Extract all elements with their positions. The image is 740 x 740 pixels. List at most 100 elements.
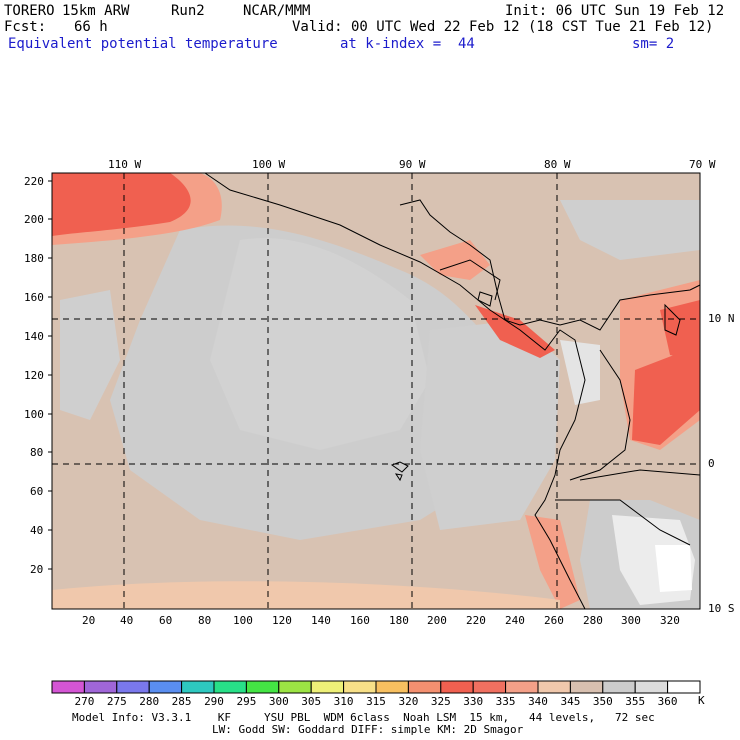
- x-grid-label: 160: [350, 614, 370, 627]
- forecast-hour: 66 h: [74, 19, 108, 35]
- resolution-label: 15km ARW: [62, 3, 130, 19]
- field-355-west: [60, 290, 120, 420]
- map-frame: [51, 172, 701, 610]
- colorbar-swatch: [634, 680, 669, 694]
- border-brazil: [579, 469, 701, 481]
- x-grid-label: 80: [198, 614, 212, 627]
- colorbar-swatch: [407, 680, 442, 694]
- colorbar-swatch: [602, 680, 636, 694]
- y-grid-label: 180: [24, 252, 44, 265]
- field-330-maracaibo: [660, 300, 700, 360]
- colorbar-label: 300: [268, 695, 289, 708]
- lat-label-10n: 10 N: [708, 312, 735, 325]
- field-340-peru: [525, 515, 580, 609]
- colorbar-label: 335: [495, 695, 516, 708]
- x-grid-label: 100: [233, 614, 253, 627]
- colorbar-swatch: [505, 680, 539, 694]
- graticule: [52, 173, 700, 609]
- field-360-colombia: [560, 340, 600, 405]
- field-355-core: [210, 238, 430, 450]
- colorbar-swatch: [667, 680, 701, 694]
- axis-ticks: [48, 180, 52, 570]
- colorbar-label: 290: [204, 695, 224, 708]
- x-grid-label: 280: [583, 614, 603, 627]
- field-355-east: [420, 320, 560, 530]
- x-grid-label: 220: [466, 614, 486, 627]
- org-label: NCAR/MMM: [243, 3, 311, 19]
- lon-label-70w: 70 W: [689, 158, 716, 171]
- colorbar-label: 285: [171, 695, 192, 708]
- model-name: TORERO: [4, 3, 55, 19]
- coastlines: [204, 172, 701, 610]
- caribbean-coast: [399, 199, 701, 331]
- y-grid-label: 200: [24, 213, 44, 226]
- colorbar-label: 270: [74, 695, 95, 708]
- init-time: Init: 06 UTC Sun 19 Feb 12: [505, 3, 725, 19]
- x-grid-label: 200: [427, 614, 447, 627]
- x-grid-label: 180: [389, 614, 409, 627]
- y-grid-label: 220: [24, 175, 44, 188]
- colorbar-swatch: [148, 680, 183, 694]
- lake-maracaibo: [664, 303, 681, 336]
- colorbar-label: 275: [106, 695, 127, 708]
- colorbar-label: 360: [657, 695, 678, 708]
- lon-label-80w: 80 W: [544, 158, 571, 171]
- colorbar-swatch: [537, 680, 571, 694]
- colorbar-swatch: [181, 680, 215, 694]
- colorbar-swatch: [375, 680, 409, 694]
- border-colombia: [569, 349, 631, 481]
- colorbar-swatch: [310, 680, 345, 694]
- model-info-line: Model Info: V3.3.1 KF YSU PBL WDM 6class…: [72, 711, 655, 724]
- colorbar-label: 330: [463, 695, 484, 708]
- colorbar-label: 305: [301, 695, 322, 708]
- smoothing-label: sm= 2: [632, 36, 675, 52]
- field-360-peak: [655, 545, 692, 592]
- x-grid-label: 240: [505, 614, 525, 627]
- colorbar-label: 340: [528, 695, 548, 708]
- colorbar-swatch: [213, 680, 247, 694]
- field-355-caribbean: [560, 200, 700, 260]
- valid-time: Valid: 00 UTC Wed 22 Feb 12 (18 CST Tue …: [292, 19, 714, 35]
- y-grid-label: 160: [24, 291, 44, 304]
- level-label: at k-index = 44: [340, 36, 475, 52]
- colorbar-label: 345: [560, 695, 581, 708]
- lon-label-100w: 100 W: [252, 158, 286, 171]
- lon-label-90w: 90 W: [399, 158, 426, 171]
- y-grid-label: 60: [30, 485, 44, 498]
- lat-label-10s: 10 S: [708, 602, 735, 615]
- y-grid-label: 100: [24, 408, 44, 421]
- field-330-nw: [52, 173, 191, 236]
- colorbar-swatch: [116, 680, 150, 694]
- lon-label-110w: 110 W: [108, 158, 142, 171]
- colorbar-label: 280: [139, 695, 160, 708]
- colorbar-label: 295: [236, 695, 257, 708]
- colorbar-swatch: [245, 680, 280, 694]
- colorbar-label: 325: [430, 695, 451, 708]
- colorbar-swatch: [51, 680, 85, 694]
- colorbar-label: 320: [398, 695, 419, 708]
- x-grid-label: 120: [272, 614, 292, 627]
- border-nicaragua: [439, 259, 501, 301]
- colorbar-label: 355: [625, 695, 646, 708]
- colorbar-swatch: [83, 680, 118, 694]
- run-label: Run2: [171, 3, 205, 19]
- colorbar-unit: K: [698, 694, 705, 707]
- x-grid-label: 40: [120, 614, 134, 627]
- colorbar-swatch: [343, 680, 377, 694]
- colorbar-label: 315: [366, 695, 386, 708]
- colorbar-swatch: [472, 680, 507, 694]
- forecast-label: Fcst:: [4, 19, 47, 35]
- field-345-south: [52, 581, 560, 609]
- border-peru: [555, 499, 691, 546]
- colorbar-swatch: [440, 680, 474, 694]
- colorbar-label: 350: [592, 695, 613, 708]
- y-grid-label: 40: [30, 524, 44, 537]
- field-name: Equivalent potential temperature: [8, 36, 278, 52]
- galapagos: [390, 461, 409, 482]
- x-grid-label: 60: [159, 614, 173, 627]
- y-grid-label: 120: [24, 369, 44, 382]
- x-grid-label: 140: [311, 614, 331, 627]
- pacific-coast: [204, 172, 586, 610]
